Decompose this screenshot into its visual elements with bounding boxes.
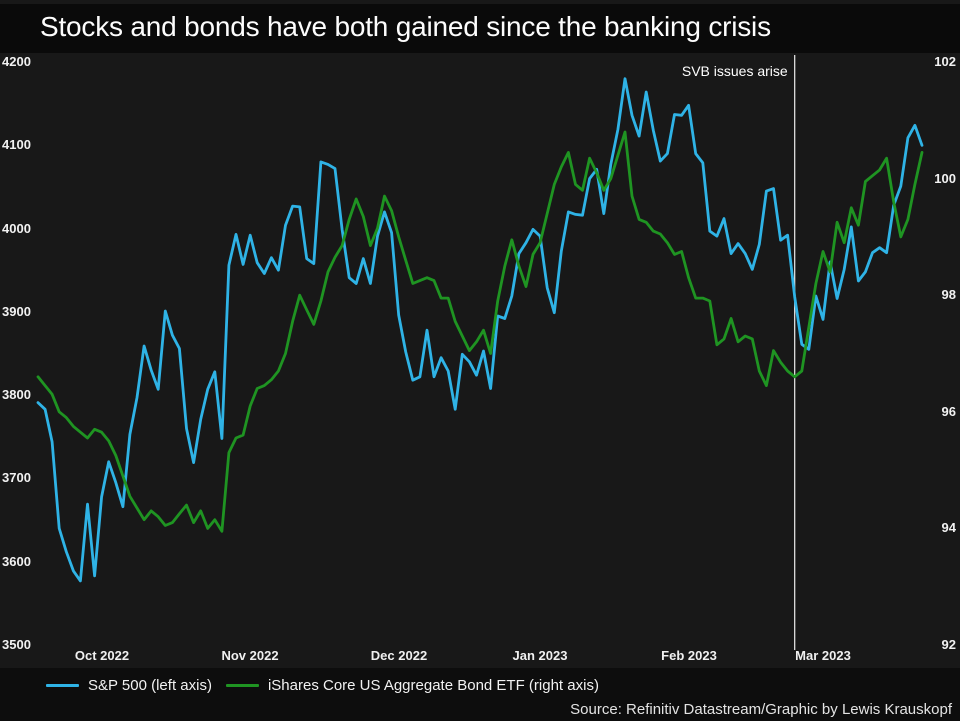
sp500-line-swatch — [46, 684, 79, 687]
y-axis-right-tick-label: 102 — [934, 54, 956, 69]
page-title: Stocks and bonds have both gained since … — [40, 11, 771, 42]
y-axis-right-tick-label: 92 — [941, 637, 956, 652]
x-axis-tick-label: Feb 2023 — [661, 648, 717, 663]
x-axis-tick-label: Nov 2022 — [221, 648, 279, 663]
y-axis-right-tick-label: 98 — [941, 287, 956, 302]
legend-label-agg: iShares Core US Aggregate Bond ETF (righ… — [267, 677, 599, 694]
x-axis-tick-label: Dec 2022 — [370, 648, 428, 663]
y-axis-left-tick-label: 3700 — [2, 470, 31, 485]
y-axis-left-tick-label: 4200 — [2, 54, 31, 69]
y-axis-left-tick-label: 4000 — [2, 221, 31, 236]
y-axis-right-tick-label: 94 — [941, 520, 956, 535]
y-axis-right-tick-label: 100 — [934, 171, 956, 186]
y-axis-left-tick-label: 4100 — [2, 137, 31, 152]
y-axis-left-tick-label: 3600 — [2, 554, 31, 569]
x-axis-tick-label: Jan 2023 — [512, 648, 568, 663]
title-band — [0, 4, 960, 53]
source-credit: Source: Refinitiv Datastream/Graphic by … — [570, 701, 952, 718]
x-axis-tick-label: Mar 2023 — [795, 648, 851, 663]
legend-label-sp500: S&P 500 (left axis) — [88, 677, 212, 694]
svb-annotation-label: SVB issues arise — [681, 63, 788, 79]
agg-line — [36, 130, 924, 533]
y-axis-left-tick-label: 3800 — [2, 387, 31, 402]
footer-band — [0, 668, 960, 721]
y-axis-right-tick-label: 96 — [941, 404, 956, 419]
x-axis-tick-label: Oct 2022 — [74, 648, 130, 663]
agg-line-swatch — [225, 684, 259, 687]
y-axis-left-tick-label: 3500 — [2, 637, 31, 652]
sp500-line — [36, 77, 924, 583]
y-axis-left-tick-label: 3900 — [2, 304, 31, 319]
legend-item-sp500: S&P 500 (left axis) — [46, 677, 212, 694]
legend-item-agg: iShares Core US Aggregate Bond ETF (righ… — [225, 677, 599, 694]
legend: S&P 500 (left axis) iShares Core US Aggr… — [46, 677, 599, 694]
